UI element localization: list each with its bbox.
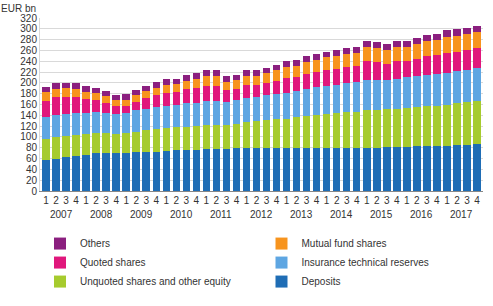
svg-text:1: 1	[204, 195, 210, 206]
svg-text:260: 260	[20, 45, 37, 56]
svg-text:2: 2	[374, 195, 380, 206]
svg-text:1: 1	[404, 195, 410, 206]
svg-text:100: 100	[20, 131, 37, 142]
svg-text:320: 320	[20, 13, 37, 24]
svg-text:3: 3	[184, 195, 190, 206]
svg-text:1: 1	[284, 195, 290, 206]
svg-text:3: 3	[304, 195, 310, 206]
svg-text:2: 2	[254, 195, 260, 206]
svg-text:1: 1	[83, 195, 89, 206]
svg-text:2: 2	[454, 195, 460, 206]
svg-text:3: 3	[384, 195, 390, 206]
svg-text:2: 2	[214, 195, 220, 206]
svg-text:2009: 2009	[130, 209, 153, 220]
svg-text:4: 4	[474, 195, 480, 206]
svg-text:2012: 2012	[250, 209, 273, 220]
svg-text:EUR bn: EUR bn	[1, 3, 36, 14]
svg-text:2017: 2017	[450, 209, 473, 220]
svg-text:3: 3	[424, 195, 430, 206]
svg-text:3: 3	[464, 195, 470, 206]
svg-text:3: 3	[224, 195, 230, 206]
svg-text:280: 280	[20, 34, 37, 45]
svg-text:Others: Others	[80, 238, 110, 249]
svg-text:2013: 2013	[290, 209, 313, 220]
svg-text:Mutual fund shares: Mutual fund shares	[302, 238, 387, 249]
svg-text:40: 40	[26, 164, 38, 175]
svg-text:80: 80	[26, 142, 38, 153]
svg-text:3: 3	[143, 195, 149, 206]
svg-text:2: 2	[93, 195, 99, 206]
svg-text:Deposits: Deposits	[302, 276, 341, 287]
svg-text:4: 4	[314, 195, 320, 206]
svg-text:2014: 2014	[330, 209, 353, 220]
svg-text:4: 4	[194, 195, 200, 206]
svg-text:2010: 2010	[170, 209, 193, 220]
svg-text:240: 240	[20, 56, 37, 67]
svg-text:0: 0	[31, 186, 37, 197]
svg-text:300: 300	[20, 23, 37, 34]
svg-text:180: 180	[20, 88, 37, 99]
svg-text:2016: 2016	[410, 209, 433, 220]
svg-text:4: 4	[73, 195, 79, 206]
svg-text:4: 4	[153, 195, 159, 206]
svg-text:120: 120	[20, 121, 37, 132]
svg-text:4: 4	[394, 195, 400, 206]
svg-text:3: 3	[103, 195, 109, 206]
svg-text:2007: 2007	[50, 209, 73, 220]
svg-text:1: 1	[244, 195, 250, 206]
svg-text:2011: 2011	[210, 209, 232, 220]
svg-text:Unquoted shares and other equi: Unquoted shares and other equity	[80, 276, 231, 287]
svg-text:4: 4	[434, 195, 440, 206]
svg-text:140: 140	[20, 110, 37, 121]
svg-text:Quoted shares: Quoted shares	[80, 257, 146, 268]
svg-text:4: 4	[354, 195, 360, 206]
svg-text:220: 220	[20, 67, 37, 78]
svg-text:1: 1	[164, 195, 170, 206]
svg-text:1: 1	[43, 195, 49, 206]
svg-text:160: 160	[20, 99, 37, 110]
svg-text:200: 200	[20, 77, 37, 88]
svg-text:1: 1	[364, 195, 370, 206]
svg-text:3: 3	[63, 195, 69, 206]
svg-text:1: 1	[444, 195, 450, 206]
svg-text:4: 4	[234, 195, 240, 206]
svg-text:2: 2	[133, 195, 139, 206]
svg-text:4: 4	[274, 195, 280, 206]
svg-text:2015: 2015	[370, 209, 393, 220]
svg-text:1: 1	[324, 195, 330, 206]
svg-text:Insurance technical reserves: Insurance technical reserves	[302, 257, 429, 268]
svg-text:2008: 2008	[90, 209, 113, 220]
svg-text:1: 1	[123, 195, 129, 206]
svg-text:20: 20	[26, 175, 38, 186]
svg-text:2: 2	[53, 195, 59, 206]
svg-text:60: 60	[26, 153, 38, 164]
svg-text:2: 2	[174, 195, 180, 206]
svg-text:2: 2	[334, 195, 340, 206]
svg-text:4: 4	[113, 195, 119, 206]
svg-text:3: 3	[344, 195, 350, 206]
svg-text:2: 2	[414, 195, 420, 206]
svg-text:3: 3	[264, 195, 270, 206]
svg-text:2: 2	[294, 195, 300, 206]
